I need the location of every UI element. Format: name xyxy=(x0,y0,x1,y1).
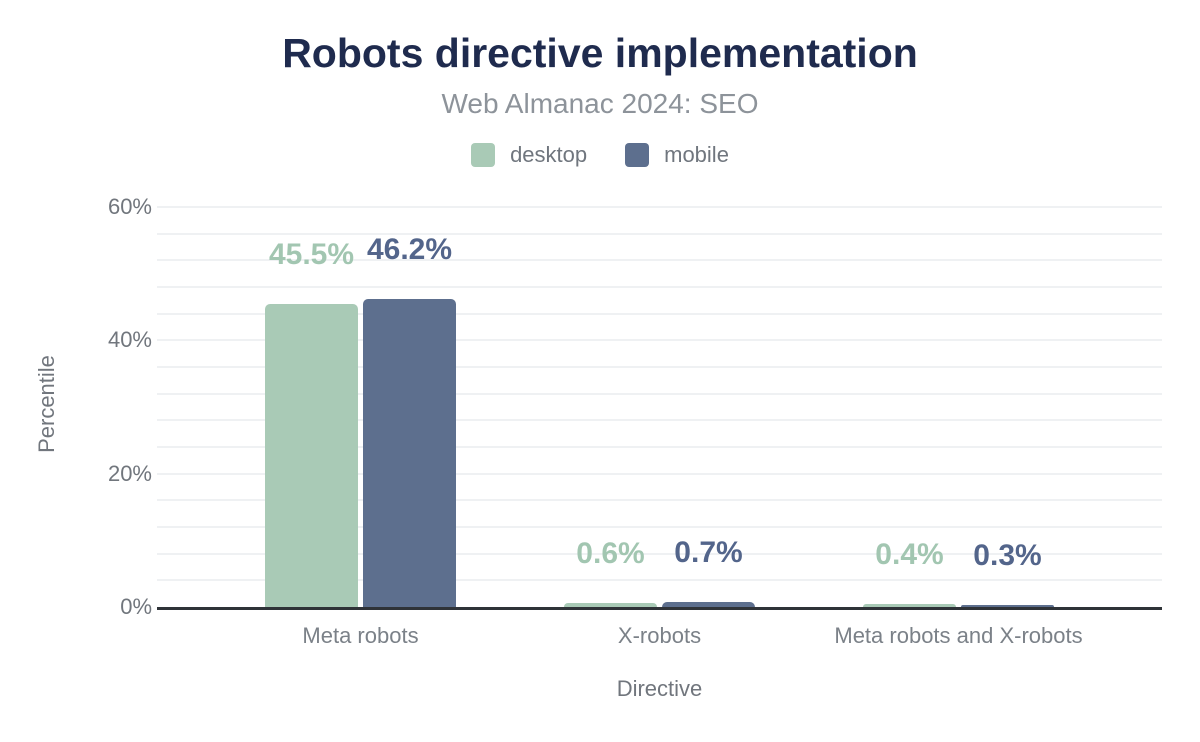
y-tick-0%: 0% xyxy=(120,594,152,619)
gridline-60pct xyxy=(157,206,1162,208)
value-label-desktop-2: 0.6% xyxy=(576,537,645,570)
value-label-desktop-1: 45.5% xyxy=(268,237,355,271)
legend-label-desktop: desktop xyxy=(510,142,588,167)
gridline-16pct xyxy=(157,499,1162,502)
gridline-56pct xyxy=(157,232,1162,235)
bar-groups: 45.5% 46.2% Meta robots 0.6% 0.7% X-robots 0.4… xyxy=(157,200,1162,648)
gridline-40pct xyxy=(157,339,1162,342)
category-label-1: Meta robots xyxy=(302,623,419,648)
gridline-12pct xyxy=(157,526,1162,528)
gridline-32pct xyxy=(157,392,1162,395)
category-label-2: X-robots xyxy=(617,623,702,648)
bar-group-2: 0.6% 0.7% X-robots xyxy=(564,200,755,648)
gridline-24pct xyxy=(157,446,1162,448)
bar-desktop-1 xyxy=(265,303,358,607)
bar-mobile-1 xyxy=(363,299,456,607)
bar-desktop-3 xyxy=(863,604,956,607)
legend-label-mobile: mobile xyxy=(664,142,729,167)
gridline-20pct xyxy=(157,472,1162,475)
gridline-36pct xyxy=(157,366,1162,368)
y-tick-20%: 20% xyxy=(107,460,152,486)
gridline-52pct xyxy=(157,259,1162,262)
category-label-3: Meta robots and X-robots xyxy=(834,623,1083,648)
bar-desktop-2 xyxy=(564,603,657,607)
gridline-4pct xyxy=(157,579,1162,582)
plot-area: 45.5% 46.2% Meta robots 0.6% 0.7% X-robots 0.4… xyxy=(157,200,1162,648)
value-label-desktop-3: 0.4% xyxy=(875,538,944,572)
y-axis-title: Percentile xyxy=(34,355,59,453)
y-tick-40%: 40% xyxy=(107,327,152,353)
legend-item-desktop: desktop xyxy=(471,142,587,168)
gridline-8pct xyxy=(157,552,1162,555)
legend-item-mobile: mobile xyxy=(625,142,729,168)
chart-subtitle: Web Almanac 2024: SEO xyxy=(441,88,759,119)
legend: desktop mobile xyxy=(0,141,1200,169)
chart-title: Robots directive implementation xyxy=(282,30,918,76)
gridline-48pct xyxy=(157,286,1162,288)
gridline-28pct xyxy=(157,419,1162,422)
bar-mobile-2 xyxy=(662,602,755,607)
y-tick-60%: 60% xyxy=(107,194,152,219)
x-axis-title: Directive xyxy=(616,676,703,701)
value-label-mobile-3: 0.3% xyxy=(973,539,1042,572)
legend-swatch-mobile-icon xyxy=(625,143,650,167)
bar-group-1: 45.5% 46.2% Meta robots xyxy=(265,200,456,648)
gridline-44pct xyxy=(157,312,1162,315)
legend-swatch-desktop-icon xyxy=(471,143,496,167)
value-label-mobile-2: 0.7% xyxy=(674,536,743,570)
bar-group-3: 0.4% 0.3% Meta robots and X-robots xyxy=(834,200,1082,648)
value-label-mobile-1: 46.2% xyxy=(366,233,453,266)
bar-mobile-3 xyxy=(961,605,1054,607)
